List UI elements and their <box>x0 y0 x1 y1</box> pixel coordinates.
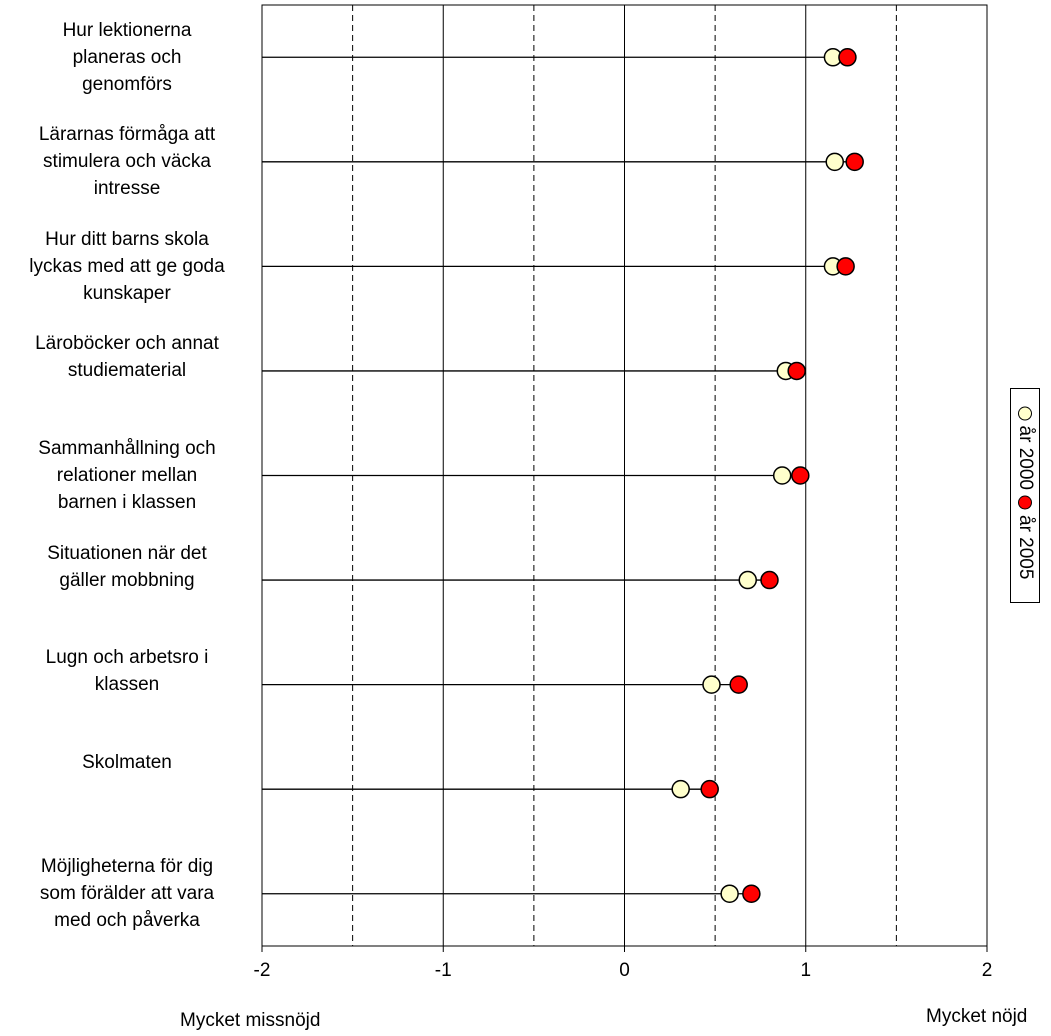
category-label: Sammanhållning och relationer mellan barne… <box>2 435 252 516</box>
legend-label-2000: år 2000 <box>1015 425 1036 490</box>
point-2000 <box>720 884 739 903</box>
category-label: Hur lektionerna planeras och genomförs <box>2 17 252 98</box>
legend-marker-2005 <box>1018 495 1032 510</box>
x-tick-label: 2 <box>982 960 993 981</box>
point-2005 <box>838 48 857 67</box>
category-label: Hur ditt barns skola lyckas med att ge go… <box>2 226 252 307</box>
point-2000 <box>702 675 721 694</box>
category-label: Situationen när det gäller mobbning <box>2 540 252 594</box>
x-axis-ticks: -2 -1 0 1 2 <box>254 946 993 981</box>
category-label-line: planeras och <box>72 46 182 68</box>
category-label-line: relationer mellan <box>56 465 198 486</box>
data-points <box>671 48 864 903</box>
category-label-line: kunskaper <box>83 282 171 304</box>
x-tick-label: 0 <box>619 960 630 981</box>
point-2000 <box>825 152 844 172</box>
category-label-line: stimulera och väcka <box>43 151 211 173</box>
x-tick-label: -2 <box>254 960 271 981</box>
legend-marker-2000 <box>1018 406 1032 421</box>
x-tick-label: -1 <box>435 960 452 981</box>
category-label-line: Sammanhållning och <box>38 438 216 459</box>
point-2005 <box>700 779 719 799</box>
point-2005 <box>787 361 806 381</box>
point-2000 <box>738 570 757 590</box>
category-label: Läroböcker och annat studiematerial <box>2 330 252 384</box>
category-label-line: som förälder att vara <box>39 883 215 905</box>
x-axis-label-right: Mycket nöjd <box>926 1006 1028 1027</box>
point-2005 <box>836 257 855 276</box>
category-label-line: Lärarnas förmåga att <box>38 124 216 146</box>
category-label-line: barnen i klassen <box>57 492 197 513</box>
category-label-line: intresse <box>93 178 161 200</box>
x-axis-label-left: Mycket missnöjd <box>180 1010 321 1031</box>
category-label-line: Läroböcker och annat <box>35 333 219 355</box>
category-label-line: gäller mobbning <box>59 569 195 591</box>
point-2005 <box>845 152 864 172</box>
category-label: Möjligheterna för dig som förälder att va… <box>2 853 252 934</box>
category-label: Lärarnas förmåga att stimulera och väcka i… <box>2 121 252 202</box>
category-label-line: Situationen när det <box>47 542 207 564</box>
category-label-line: Hur lektionerna <box>62 19 192 41</box>
category-label: Lugn och arbetsro i klassen <box>2 644 252 698</box>
category-label-line: Skolmaten <box>82 751 172 773</box>
category-label-line: genomförs <box>82 73 172 95</box>
category-label-line: studiematerial <box>67 360 187 382</box>
point-2000 <box>772 466 792 485</box>
point-2005 <box>791 466 810 485</box>
point-2005 <box>742 884 761 903</box>
stems <box>262 56 855 895</box>
x-tick-label: 1 <box>800 960 811 981</box>
legend: år 2000 år 2005 <box>1010 388 1040 603</box>
category-label-line: lyckas med att ge goda <box>29 255 225 277</box>
category-label-line: Möjligheterna för dig <box>40 856 214 878</box>
category-label: Skolmaten <box>2 749 252 776</box>
category-label-line: Hur ditt barns skola <box>45 228 209 250</box>
point-2000 <box>671 779 690 799</box>
category-label-line: med och påverka <box>54 910 200 932</box>
point-2005 <box>729 675 748 694</box>
legend-label-2005: år 2005 <box>1015 514 1036 579</box>
point-2005 <box>760 570 779 590</box>
category-label-line: Lugn och arbetsro i <box>45 647 209 669</box>
category-label-line: klassen <box>94 674 160 696</box>
